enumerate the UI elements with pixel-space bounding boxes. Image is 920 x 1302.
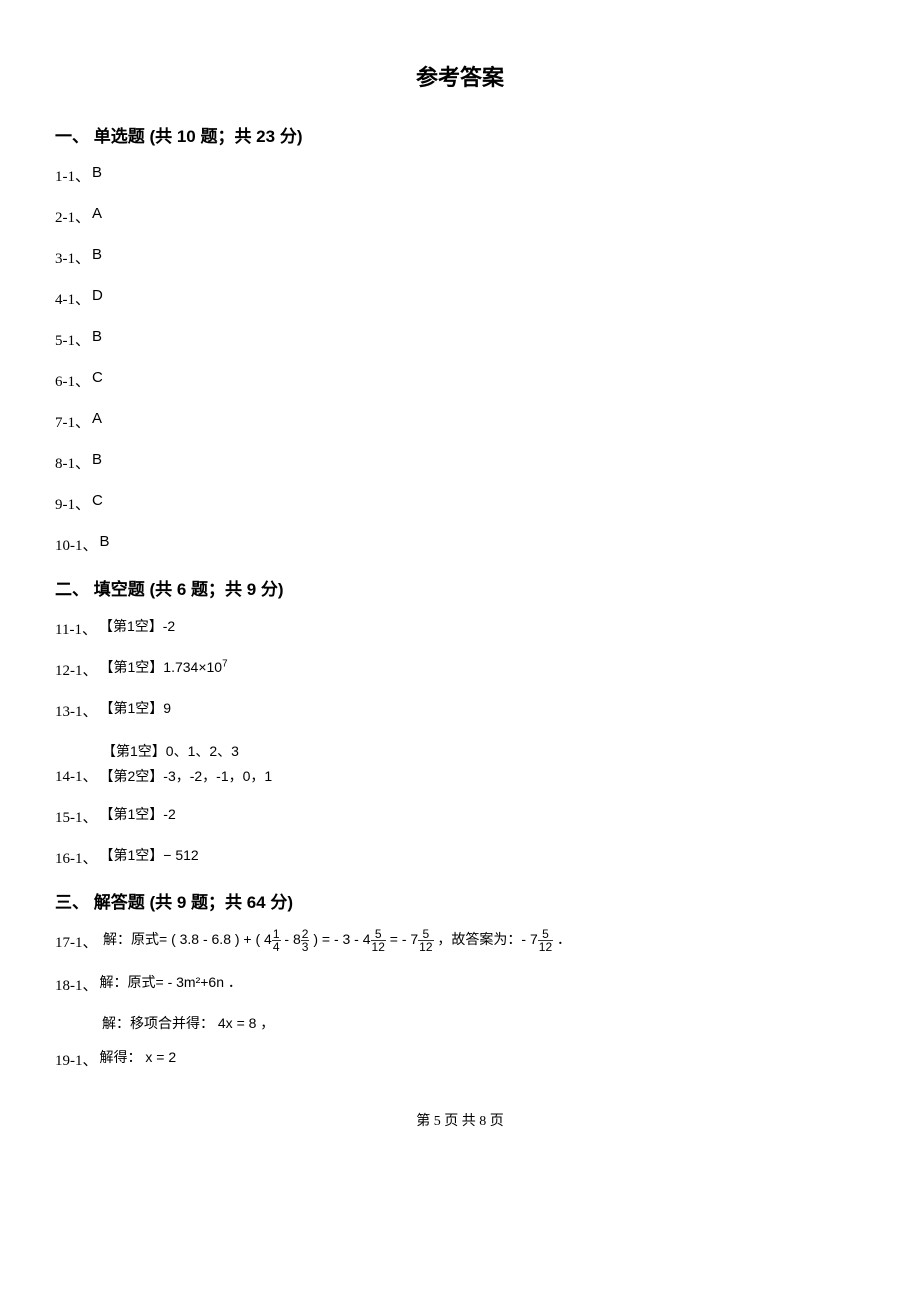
answer-row: 3-1、B: [55, 247, 865, 268]
answer-row: 12-1、【第1空】1.734×107: [55, 659, 865, 680]
qnum: 18-1、: [55, 978, 98, 994]
denominator: 12: [371, 941, 386, 953]
t: ) = - 3 - 4: [309, 931, 370, 947]
answer-choice: A: [92, 205, 102, 222]
qnum: 11-1、: [55, 618, 97, 639]
answer-row: 4-1、D: [55, 288, 865, 309]
fraction: 23: [301, 928, 310, 953]
qnum: 19-1、: [55, 1053, 98, 1069]
section2-header: 二、 填空题 (共 6 题；共 9 分): [55, 575, 865, 600]
t: ，故答案为：- 7: [434, 931, 538, 947]
denominator: 12: [418, 941, 433, 953]
qnum: 17-1、: [55, 935, 98, 951]
blank-answer: 【第1空】9: [100, 698, 172, 718]
blank-answer: 【第1空】-2: [99, 616, 175, 636]
t: 解：原式= ( 3.8 - 6.8 ) + ( 4: [103, 931, 272, 947]
qnum: 9-1、: [55, 493, 90, 514]
qnum: 14-1、: [55, 765, 98, 786]
answer-choice: B: [92, 246, 102, 263]
t: - 8: [281, 931, 301, 947]
answer-row: 1-1、B: [55, 165, 865, 186]
blank-answer: 【第2空】-3，-2，-1，0，1: [100, 766, 273, 786]
qnum: 3-1、: [55, 247, 90, 268]
denominator: 4: [272, 941, 281, 953]
answer-row: 10-1、B: [55, 534, 865, 555]
answer-row: 15-1、【第1空】-2: [55, 806, 865, 827]
qnum: 10-1、: [55, 534, 98, 555]
answer-row: 19-1、解得： x = 2: [55, 1049, 865, 1070]
qnum: 8-1、: [55, 452, 90, 473]
sci-base: 1.734×10: [163, 659, 222, 675]
answer-row: 18-1、解：原式= - 3m²+6n ．: [55, 974, 865, 995]
answer-row: 5-1、B: [55, 329, 865, 350]
answer-row: 7-1、A: [55, 411, 865, 432]
answer-row: 16-1、【第1空】− 512: [55, 847, 865, 868]
answer-choice: A: [92, 410, 102, 427]
answer-choice: C: [92, 369, 103, 386]
qnum: 6-1、: [55, 370, 90, 391]
page-footer: 第 5 页 共 8 页: [55, 1110, 865, 1130]
page-title: 参考答案: [55, 60, 865, 92]
answer-choice: B: [92, 451, 102, 468]
fraction: 14: [272, 928, 281, 953]
blank-answer: 【第1空】0、1、2、3: [102, 741, 865, 761]
qnum: 13-1、: [55, 700, 98, 721]
qnum: 2-1、: [55, 206, 90, 227]
answer-choice: D: [92, 287, 103, 304]
denominator: 12: [538, 941, 553, 953]
qnum: 4-1、: [55, 288, 90, 309]
sci-exp: 7: [222, 658, 227, 669]
blank-answer: 【第1空】− 512: [100, 845, 199, 865]
qnum: 16-1、: [55, 847, 98, 868]
section1-header: 一、 单选题 (共 10 题；共 23 分): [55, 122, 865, 147]
blank-prefix: 【第1空】: [100, 659, 164, 675]
answer-row: 6-1、C: [55, 370, 865, 391]
answer-row: 9-1、C: [55, 493, 865, 514]
answer-row-multi: 【第1空】0、1、2、3 14-1、【第2空】-3，-2，-1，0，1: [55, 741, 865, 786]
answer-row: 17-1、 解：原式= ( 3.8 - 6.8 ) + ( 414 - 823 …: [55, 931, 865, 956]
fraction: 512: [418, 928, 433, 953]
answer-row: 8-1、B: [55, 452, 865, 473]
blank-answer: 【第1空】1.734×107: [100, 657, 228, 677]
answer-row: 2-1、A: [55, 206, 865, 227]
t: ．: [553, 931, 571, 947]
answer-choice: B: [92, 328, 102, 345]
answer-row: 11-1、【第1空】-2: [55, 618, 865, 639]
qnum: 15-1、: [55, 806, 98, 827]
fraction: 512: [371, 928, 386, 953]
solution-text: 解：原式= - 3m²+6n ．: [100, 974, 242, 990]
solution-text: 解：移项合并得： 4x = 8 ，: [102, 1013, 865, 1033]
solution-text: 解得： x = 2: [100, 1049, 177, 1065]
answer-row: 13-1、【第1空】9: [55, 700, 865, 721]
qnum: 1-1、: [55, 165, 90, 186]
answer-choice: C: [92, 492, 103, 509]
solution-text: 解：原式= ( 3.8 - 6.8 ) + ( 414 - 823 ) = - …: [103, 931, 571, 947]
qnum: 7-1、: [55, 411, 90, 432]
qnum: 12-1、: [55, 659, 98, 680]
blank-answer: 【第1空】-2: [100, 804, 176, 824]
fraction: 512: [538, 928, 553, 953]
denominator: 3: [301, 941, 310, 953]
qnum: 5-1、: [55, 329, 90, 350]
answer-choice: B: [92, 164, 102, 181]
t: = - 7: [386, 931, 418, 947]
answer-choice: B: [100, 533, 110, 550]
section3-header: 三、 解答题 (共 9 题；共 64 分): [55, 888, 865, 913]
